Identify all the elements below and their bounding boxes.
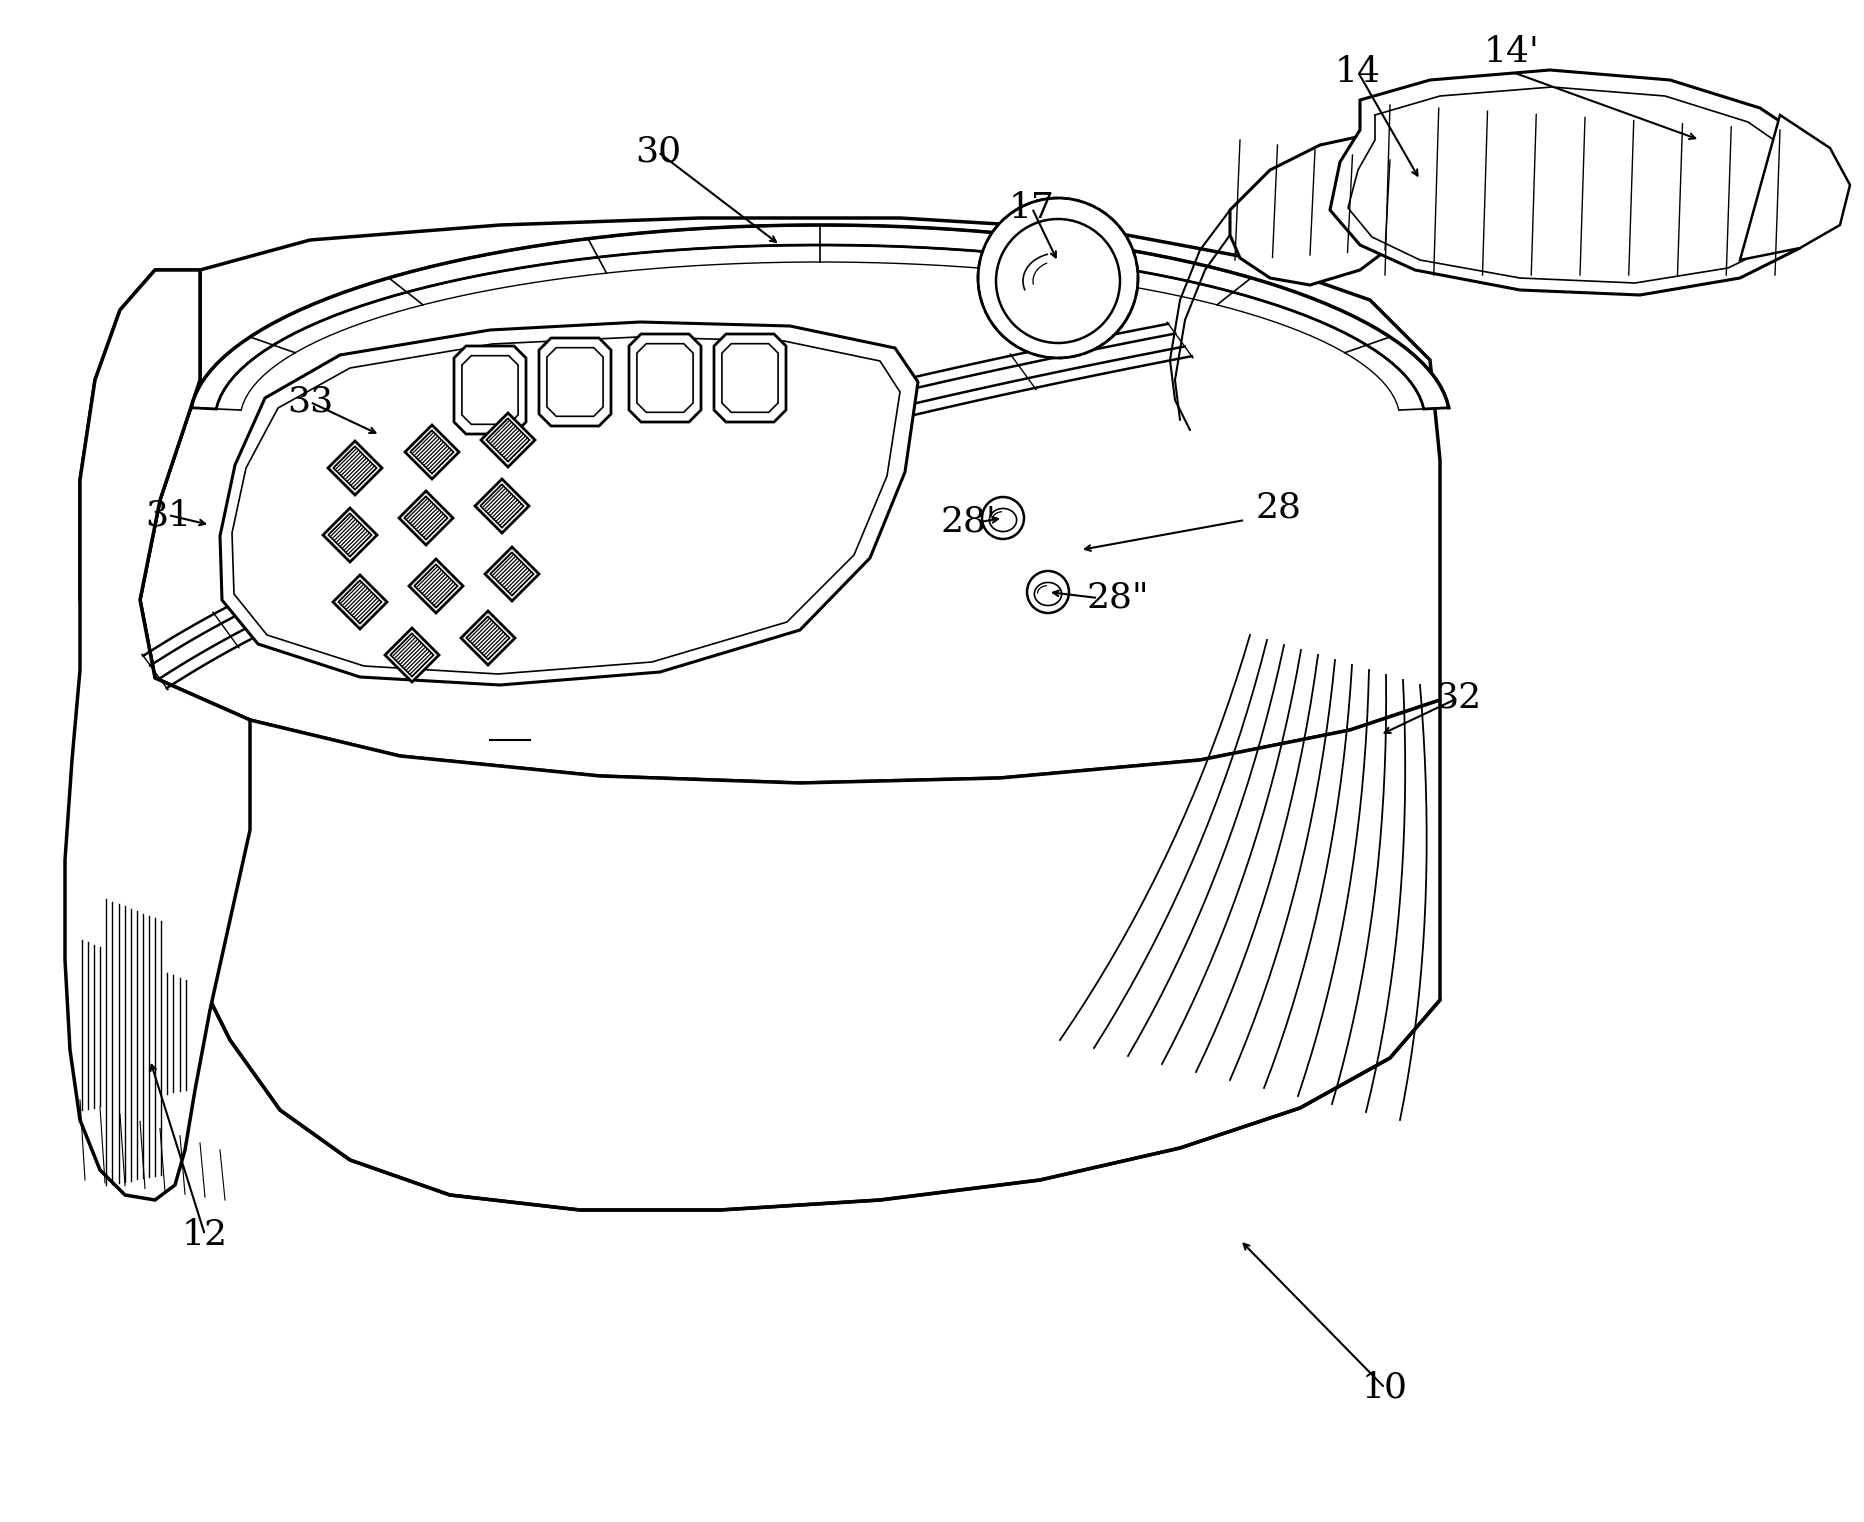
Circle shape — [977, 198, 1137, 358]
Polygon shape — [475, 479, 529, 533]
Polygon shape — [721, 344, 777, 412]
Polygon shape — [384, 629, 438, 682]
Text: 30: 30 — [634, 135, 680, 169]
Polygon shape — [481, 484, 524, 528]
Polygon shape — [231, 336, 900, 674]
Polygon shape — [1739, 116, 1849, 260]
Polygon shape — [628, 333, 701, 422]
Text: 28': 28' — [939, 505, 995, 539]
Polygon shape — [404, 425, 459, 479]
Polygon shape — [466, 616, 509, 659]
Polygon shape — [490, 552, 533, 595]
Polygon shape — [322, 508, 377, 562]
Polygon shape — [328, 513, 371, 557]
Polygon shape — [404, 496, 447, 540]
Polygon shape — [1329, 70, 1829, 295]
Polygon shape — [1230, 132, 1439, 285]
Polygon shape — [481, 412, 535, 467]
Text: 32: 32 — [1433, 680, 1480, 715]
Polygon shape — [192, 225, 1448, 409]
Text: 28": 28" — [1087, 581, 1148, 615]
Polygon shape — [414, 565, 457, 607]
Polygon shape — [80, 269, 1439, 1210]
Polygon shape — [410, 431, 453, 473]
Text: 14: 14 — [1335, 55, 1379, 88]
Polygon shape — [487, 419, 529, 461]
Text: 31: 31 — [145, 498, 190, 533]
Circle shape — [982, 498, 1023, 539]
Polygon shape — [485, 546, 539, 601]
Text: 14': 14' — [1484, 35, 1540, 68]
Polygon shape — [140, 218, 1439, 782]
Circle shape — [995, 219, 1120, 342]
Polygon shape — [390, 633, 432, 677]
Polygon shape — [714, 333, 785, 422]
Text: 33: 33 — [287, 385, 334, 419]
Polygon shape — [328, 441, 382, 495]
Polygon shape — [637, 344, 693, 412]
Text: 28: 28 — [1254, 492, 1301, 525]
Polygon shape — [399, 492, 453, 545]
Polygon shape — [334, 446, 377, 490]
Polygon shape — [453, 345, 526, 434]
Polygon shape — [220, 323, 917, 685]
Polygon shape — [337, 580, 382, 624]
Polygon shape — [462, 356, 518, 425]
Circle shape — [1027, 571, 1068, 613]
Text: 17: 17 — [1008, 190, 1055, 225]
Polygon shape — [539, 338, 611, 426]
Polygon shape — [334, 575, 388, 629]
Polygon shape — [408, 559, 462, 613]
Polygon shape — [65, 269, 250, 1199]
Ellipse shape — [1035, 583, 1061, 606]
Text: 10: 10 — [1361, 1371, 1407, 1405]
Polygon shape — [460, 610, 514, 665]
Ellipse shape — [988, 508, 1016, 531]
Polygon shape — [546, 347, 602, 417]
Text: 12: 12 — [183, 1218, 227, 1253]
